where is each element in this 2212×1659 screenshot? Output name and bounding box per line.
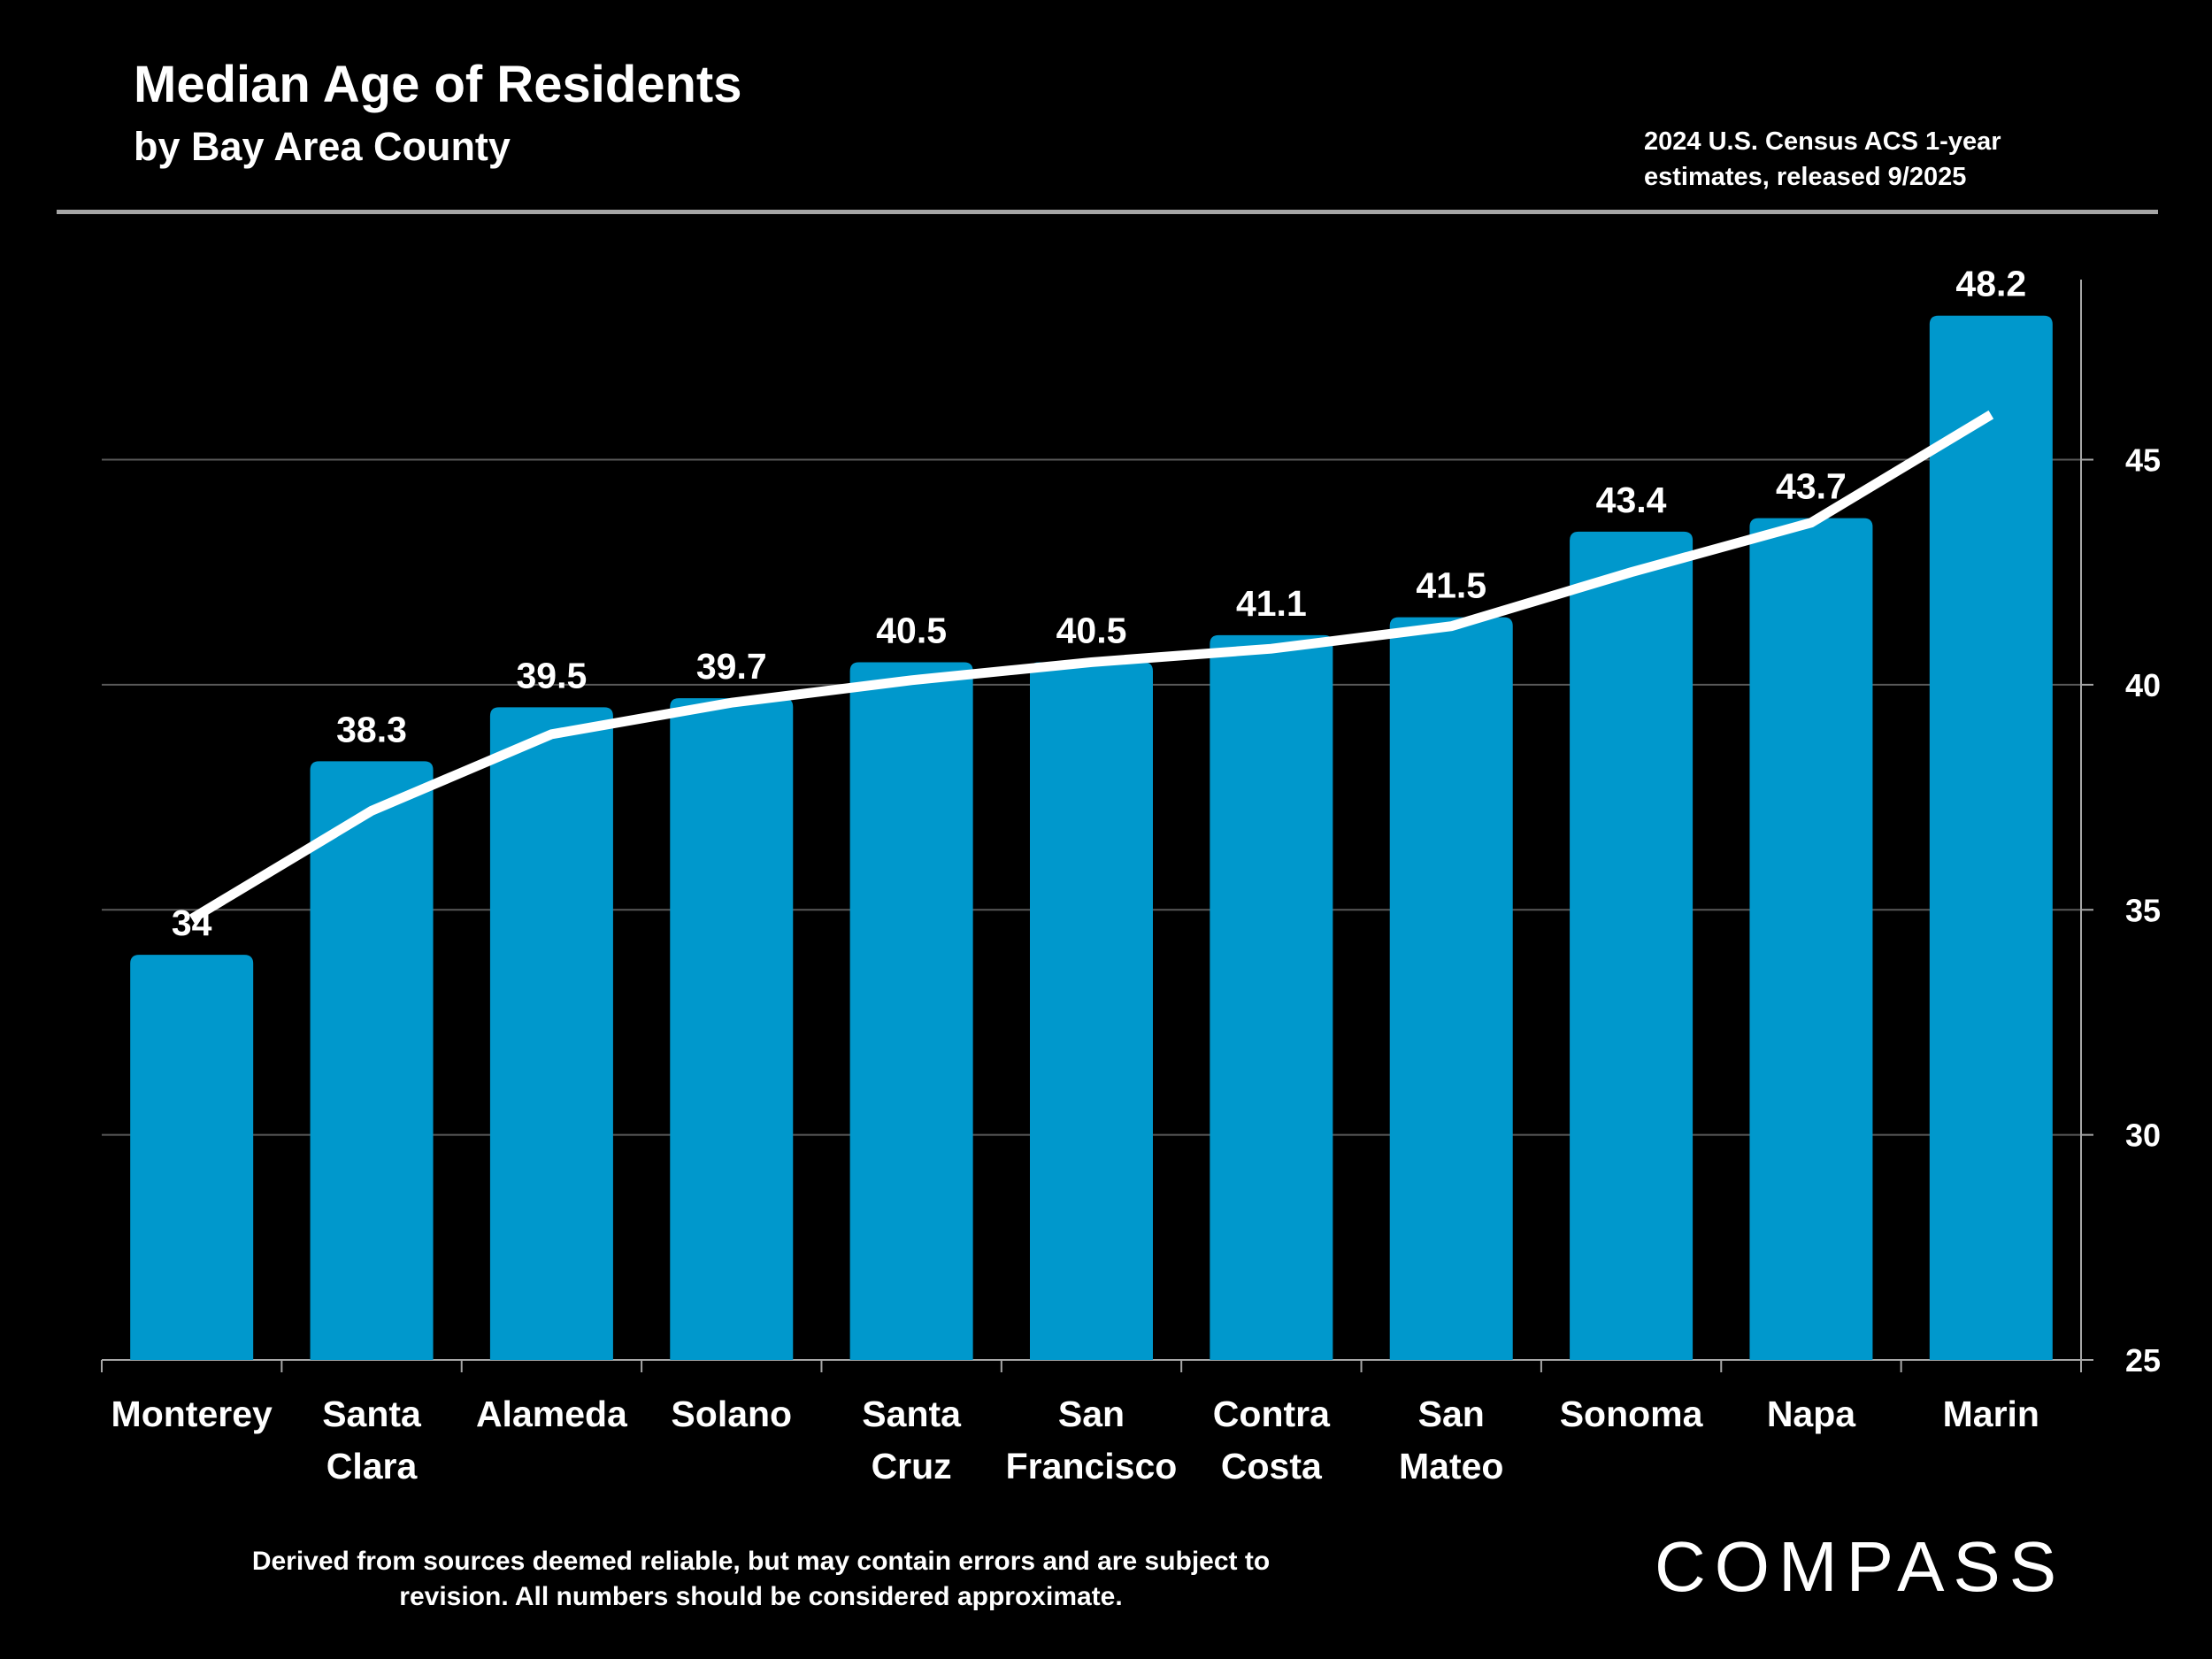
x-tick-label: Cruz	[872, 1446, 952, 1486]
bar	[1210, 634, 1333, 1360]
bar	[310, 761, 434, 1360]
data-label: 40.5	[876, 610, 947, 650]
bar	[1389, 617, 1513, 1360]
chart-title: Median Age of Residents	[134, 56, 742, 113]
compass-logo: COMPASS	[1655, 1527, 2066, 1606]
header-divider	[57, 210, 2158, 214]
x-tick-label: Alameda	[476, 1394, 628, 1434]
bar	[1749, 518, 1873, 1360]
bar	[1929, 315, 2053, 1361]
x-tick-label: Clara	[326, 1446, 419, 1486]
disclaimer-line: Derived from sources deemed reliable, bu…	[251, 1547, 1271, 1576]
x-tick-label: Santa	[862, 1394, 962, 1434]
x-tick-label: Mateo	[1399, 1446, 1503, 1486]
x-tick-label: Monterey	[111, 1394, 273, 1434]
data-label: 48.2	[1955, 264, 2026, 304]
data-label: 41.5	[1416, 565, 1486, 606]
data-label: 38.3	[336, 709, 407, 749]
y-tick-label: 45	[2125, 442, 2161, 479]
x-tick-label: San	[1058, 1394, 1125, 1434]
data-label: 39.5	[517, 655, 588, 695]
bar	[670, 698, 794, 1360]
data-label: 40.5	[1056, 610, 1127, 650]
x-tick-label: Francisco	[1006, 1446, 1178, 1486]
y-tick-label: 40	[2125, 667, 2161, 703]
x-tick-label: Santa	[322, 1394, 422, 1434]
bar	[1570, 531, 1694, 1360]
bar	[1030, 662, 1153, 1360]
source-note-line: 2024 U.S. Census ACS 1-year	[1644, 127, 2001, 156]
x-tick-label: Sonoma	[1560, 1394, 1704, 1434]
data-label: 43.7	[1776, 466, 1847, 507]
chart-subtitle: by Bay Area County	[134, 124, 511, 169]
x-tick-label: Marin	[1943, 1394, 2039, 1434]
x-tick-label: Solano	[671, 1394, 792, 1434]
x-tick-label: Napa	[1767, 1394, 1856, 1434]
y-tick-label: 30	[2125, 1118, 2161, 1154]
x-tick-label: Costa	[1221, 1446, 1323, 1486]
disclaimer: Derived from sources deemed reliable, bu…	[204, 1544, 1318, 1615]
y-tick-label: 35	[2125, 892, 2161, 928]
source-note-line: estimates, released 9/2025	[1644, 163, 1967, 191]
data-label: 43.4	[1596, 480, 1667, 520]
data-label: 39.7	[696, 646, 767, 687]
trend-line	[188, 410, 1994, 924]
x-tick-label: Contra	[1213, 1394, 1331, 1434]
y-tick-label: 25	[2125, 1342, 2161, 1379]
bar	[489, 707, 613, 1360]
x-tick-label: San	[1418, 1394, 1485, 1434]
data-label: 41.1	[1236, 583, 1307, 624]
source-note: 2024 U.S. Census ACS 1-year estimates, r…	[1644, 124, 2001, 195]
bar	[130, 955, 254, 1360]
disclaimer-line: revision. All numbers should be consider…	[399, 1582, 1123, 1611]
bar	[849, 662, 973, 1360]
